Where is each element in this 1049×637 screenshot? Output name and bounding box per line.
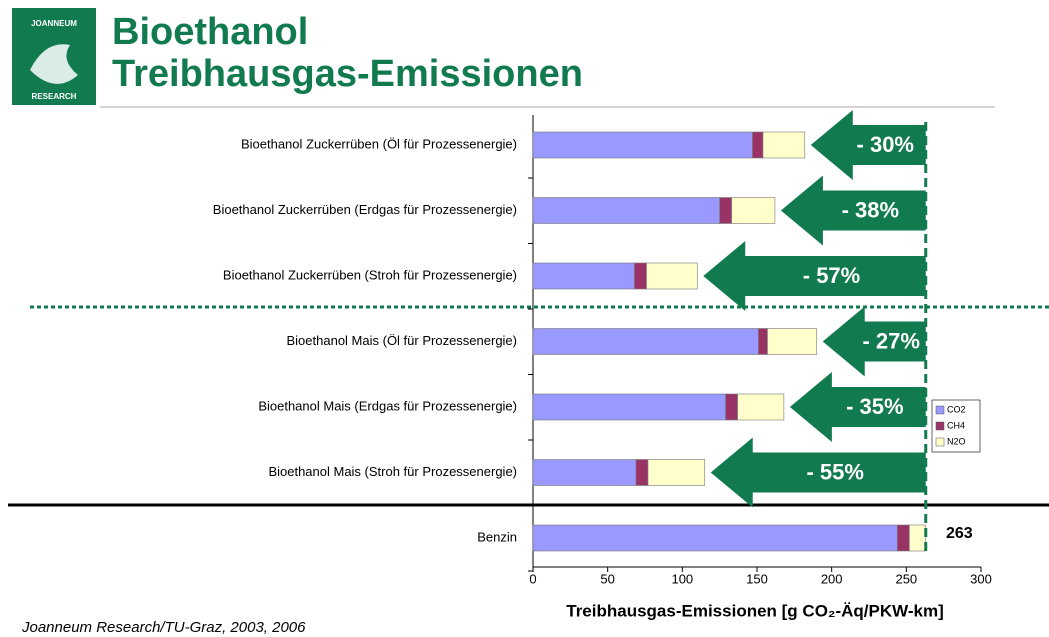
bar-segment [635,459,649,486]
category-label: Bioethanol Mais (Erdgas für Prozessenerg… [258,398,517,413]
category-label: Benzin [477,529,517,544]
arrow-label: - 38% [842,197,899,222]
legend-swatch [935,421,945,431]
category-label: Bioethanol Zuckerrüben (Stroh für Prozes… [223,267,517,282]
chart-title: Treibhausgas-Emissionen [112,53,583,95]
bar-segment [725,393,738,421]
legend-label: CO2 [947,404,966,414]
category-label: Bioethanol Zuckerrüben (Öl für Prozessen… [241,136,517,151]
x-tick-label: 100 [671,571,693,586]
bar-segment [532,328,759,355]
x-tick-label: 50 [600,571,614,586]
bar-segment [532,524,898,552]
bar-segment [737,393,785,421]
bar-segment [909,524,927,552]
logo-text: JOANNEUM [31,19,77,28]
source: Joanneum Research/TU-Graz, 2003, 2006 [21,619,306,636]
bar-segment [752,131,764,159]
arrow [703,241,926,311]
bar-segment [731,197,776,224]
arrow [789,372,926,442]
x-tick-label: 250 [895,571,917,586]
arrow-label: - 30% [857,132,914,157]
bar-segment [897,524,910,552]
arrow [710,437,926,508]
x-tick-label: 200 [821,571,843,586]
category-label: Bioethanol Zuckerrüben (Erdgas für Proze… [213,202,517,217]
bar-segment [758,328,768,355]
logo-mark [30,44,78,84]
legend-swatch [935,405,945,415]
arrow-label: - 55% [806,459,863,484]
x-tick-label: 300 [970,571,992,586]
legend-swatch [935,437,945,447]
arrow-label: - 27% [862,328,919,353]
arrow [822,306,926,377]
category-label: Bioethanol Mais (Öl für Prozessenergie) [287,333,518,348]
arrow-label: - 35% [846,394,903,419]
bar-segment [719,197,732,224]
bar-segment [532,459,637,486]
x-axis-title: Treibhausgas-Emissionen [g CO₂-Äq/PKW-km… [566,601,943,620]
x-tick-label: 150 [746,571,768,586]
arrow [780,175,926,246]
logo-text: RESEARCH [32,92,77,101]
chart-title: Bioethanol [112,11,308,53]
total-label: 263 [946,525,973,542]
bar-segment [647,459,706,486]
bar-segment [532,197,720,224]
bar-segment [767,328,818,355]
bar-segment [646,262,698,290]
bar-segment [634,262,647,290]
arrow-label: - 57% [803,263,860,288]
category-label: Bioethanol Mais (Stroh für Prozessenergi… [268,464,517,479]
arrow [810,110,926,180]
bar-segment [532,262,635,290]
legend-label: CH4 [947,420,965,430]
bar-segment [532,393,726,421]
x-tick-label: 0 [529,571,536,586]
bar-segment [762,131,806,159]
bar-segment [532,131,753,159]
legend-label: N2O [947,436,966,446]
